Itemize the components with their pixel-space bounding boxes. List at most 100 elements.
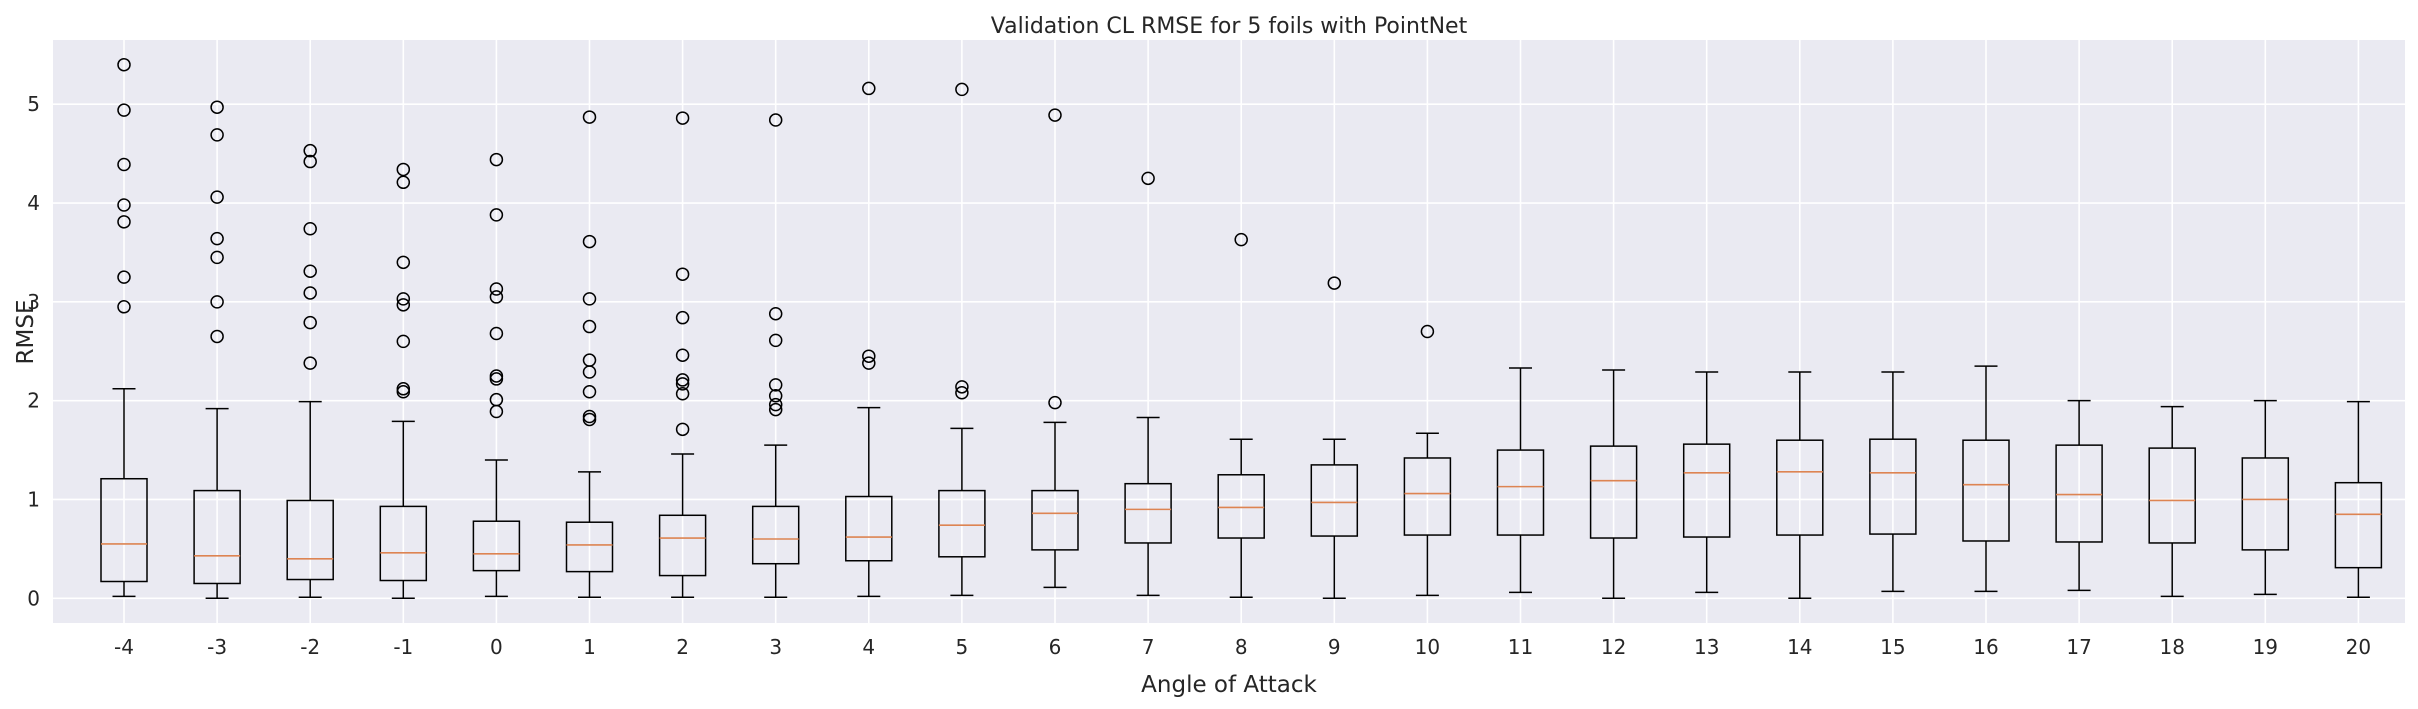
outlier-point [675,111,690,125]
iqr-box [100,477,148,583]
outlier-point [303,221,317,236]
x-tick-label: -2 [300,635,320,659]
outlier-point [1420,324,1435,339]
outlier-point [489,326,504,341]
outlier-point [768,397,783,412]
outlier-point [675,373,690,387]
iqr-box [1031,489,1079,551]
outlier-point [1048,108,1062,122]
iqr-box [938,489,986,558]
outlier-point [396,382,411,396]
iqr-box [1124,482,1172,544]
outlier-point [768,113,783,127]
outlier-point [582,385,597,399]
outlier-point [862,81,876,96]
outlier-point [396,162,411,177]
box-aoa-12 [1589,369,1638,600]
outlier-point [303,264,317,278]
x-tick-label: 15 [1880,635,1905,659]
outlier-point [396,255,411,270]
outlier-point [303,315,317,330]
box-aoa-7 [1124,171,1172,597]
outlier-point [862,349,876,363]
outlier-point [396,334,411,349]
outlier-point [768,402,783,417]
y-tick-label: 3 [27,290,40,314]
box-aoa-19 [2241,399,2290,596]
outlier-point [675,422,690,437]
outlier-point [303,154,317,169]
x-tick-label: 3 [769,635,782,659]
box-aoa-11 [1496,367,1545,594]
outlier-point [768,306,783,321]
grid-lines [53,40,2405,623]
iqr-box [2334,481,2383,569]
outlier-point [117,300,131,314]
iqr-box [2055,444,2103,543]
iqr-box [193,489,241,585]
outlier-point [582,292,597,306]
box-aoa-5 [938,82,986,597]
outlier-point [955,386,969,400]
box-aoa-1 [565,110,614,599]
outlier-point [210,190,224,204]
outlier-point [396,298,411,312]
box-aoa-4 [845,81,893,598]
outlier-point [303,356,317,370]
iqr-box [1682,443,1731,538]
boxes [100,57,2383,600]
outlier-point [303,286,317,300]
outlier-point [117,215,131,229]
outlier-point [117,198,131,212]
box-aoa--2 [286,143,334,599]
iqr-box [379,505,428,582]
box-aoa-10 [1403,324,1452,597]
outlier-point [1048,395,1062,410]
x-axis-label: Angle of Attack [1141,672,1317,698]
iqr-box [1589,445,1638,539]
outlier-point [675,387,690,401]
x-tick-label: 17 [2066,635,2091,659]
iqr-box [845,495,893,562]
y-tick-label: 4 [27,191,40,215]
outlier-point [1327,276,1342,290]
y-tick-label: 2 [27,389,40,413]
box-aoa-3 [751,113,800,599]
box-aoa-14 [1776,371,1824,600]
outlier-point [489,208,504,222]
outlier-point [582,234,597,249]
box-aoa-8 [1217,232,1265,599]
iqr-box [1403,457,1452,536]
outlier-point [210,250,224,265]
outlier-point [582,409,597,424]
iqr-box [565,521,614,573]
outlier-point [117,270,131,284]
box-aoa--3 [193,100,241,600]
x-tick-label: 0 [490,635,503,659]
iqr-box [472,520,521,572]
box-aoa-13 [1682,371,1731,594]
outlier-point [489,369,504,383]
outlier-point [675,377,690,391]
x-tick-label: 9 [1328,635,1341,659]
box-aoa-6 [1031,108,1079,589]
iqr-box [2148,447,2196,544]
box-aoa--1 [379,162,428,600]
outlier-point [210,329,224,344]
outlier-point [117,57,131,72]
x-tick-label: 11 [1508,635,1533,659]
outlier-point [396,292,411,306]
outlier-point [675,348,690,362]
plot-area [53,40,2405,623]
outlier-point [582,110,597,124]
x-tick-label: 10 [1415,635,1440,659]
y-tick-label: 5 [27,92,40,116]
x-tick-label: 20 [2346,635,2371,659]
iqr-box [1496,449,1545,536]
iqr-box [2241,457,2290,551]
outlier-point [210,295,224,309]
chart-title: Validation CL RMSE for 5 foils with Poin… [991,14,1468,39]
x-tick-label: 14 [1787,635,1812,659]
outlier-point [489,392,504,407]
